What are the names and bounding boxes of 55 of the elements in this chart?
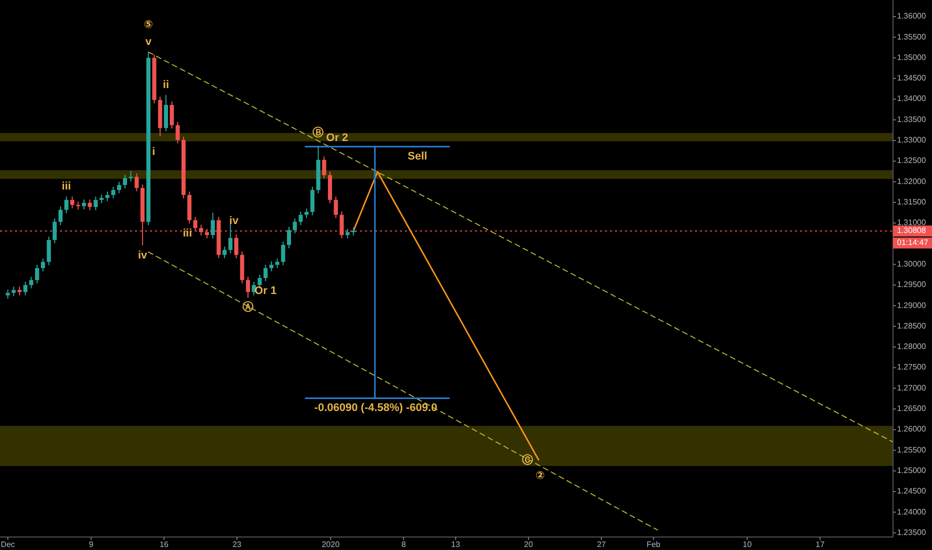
annotation: ⑤ bbox=[144, 18, 154, 31]
annotation: iii bbox=[182, 228, 192, 240]
y-tick-label: 1.24000 bbox=[897, 507, 926, 516]
y-tick-label: 1.35000 bbox=[897, 52, 926, 62]
y-tick-label: 1.23500 bbox=[897, 528, 926, 537]
x-tick-label: 16 bbox=[160, 540, 170, 549]
y-tick-label: 1.33000 bbox=[897, 136, 926, 145]
y-tick-label: 1.33500 bbox=[897, 114, 926, 124]
y-tick-label: 1.31000 bbox=[897, 218, 926, 228]
y-tick-label: 1.25500 bbox=[897, 445, 926, 454]
x-tick-label: Dec bbox=[0, 540, 15, 549]
ref-line-label: 1.30808 bbox=[897, 226, 926, 236]
y-tick-label: 1.27000 bbox=[897, 383, 926, 392]
annotation: ii bbox=[162, 78, 170, 91]
annotation: Ⓒ bbox=[522, 454, 534, 467]
y-tick-label: 1.29500 bbox=[897, 280, 926, 290]
annotation: v bbox=[145, 36, 152, 48]
y-tick-label: 1.24500 bbox=[897, 486, 926, 496]
y-tick-label: 1.28000 bbox=[897, 342, 926, 352]
annotation: i bbox=[152, 146, 156, 158]
y-tick-label: 1.32000 bbox=[897, 176, 926, 186]
annotation: Ⓑ bbox=[312, 126, 324, 139]
y-tick-label: 1.35500 bbox=[897, 32, 926, 42]
y-tick-label: 1.34000 bbox=[897, 94, 926, 104]
y-tick-label: 1.26000 bbox=[897, 424, 926, 434]
annotation: -0.06090 (-4.58%) -609.0 bbox=[314, 402, 438, 414]
x-tick-label: 9 bbox=[88, 540, 94, 549]
y-tick-label: 1.27500 bbox=[897, 362, 926, 372]
text: 01:14:47 bbox=[897, 238, 929, 248]
x-tick-label: Feb bbox=[646, 540, 661, 549]
x-tick-label: 13 bbox=[451, 540, 461, 549]
annotation: iv bbox=[138, 249, 148, 262]
y-tick-label: 1.29000 bbox=[897, 300, 926, 310]
annotation: Or 2 bbox=[326, 132, 348, 144]
x-tick-label: 20 bbox=[524, 540, 534, 549]
annotation: Or 1 bbox=[254, 285, 277, 298]
annotation: Ⓐ bbox=[242, 300, 254, 314]
x-tick-label: 2020 bbox=[322, 540, 340, 549]
annotation: Sell bbox=[408, 150, 428, 163]
y-tick-label: 1.26500 bbox=[897, 404, 926, 414]
x-tick-label: 23 bbox=[232, 540, 242, 549]
y-tick-label: 1.31500 bbox=[897, 198, 926, 207]
x-tick-label: 27 bbox=[596, 540, 606, 549]
y-tick-label: 1.28500 bbox=[897, 321, 926, 330]
x-tick-label: 10 bbox=[742, 540, 752, 549]
x-tick-label: 17 bbox=[816, 540, 826, 549]
annotation: iii bbox=[62, 180, 71, 193]
y-tick-label: 1.30000 bbox=[897, 259, 926, 268]
annotation: iv bbox=[229, 214, 240, 227]
y-tick-label: 1.34500 bbox=[897, 74, 926, 83]
x-tick-label: 8 bbox=[401, 540, 406, 549]
y-tick-label: 1.32500 bbox=[897, 156, 926, 166]
y-tick-label: 1.36000 bbox=[897, 12, 926, 21]
y-tick-label: 1.25000 bbox=[897, 466, 926, 476]
annotation: ② bbox=[536, 470, 545, 482]
